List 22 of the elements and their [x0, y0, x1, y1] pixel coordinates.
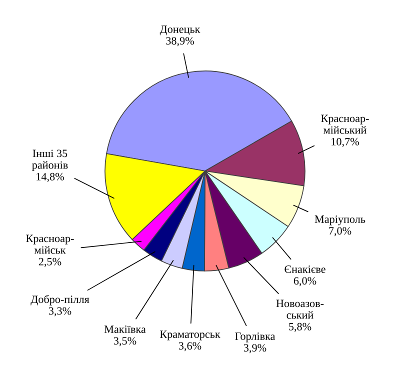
- slice-label: Новоазов- ський: [276, 300, 324, 319]
- slice-label: Красноар- мійський: [321, 114, 369, 134]
- data-label: 2,5%: [38, 258, 62, 267]
- slice-label: Донецьк: [160, 26, 200, 36]
- data-label: 5,8%: [289, 322, 312, 332]
- data-label: 3,3%: [48, 307, 72, 316]
- slice-label: Інші 35 районів: [32, 150, 68, 172]
- data-label: 38,9%: [166, 37, 194, 46]
- slice-label: Єнакієве: [284, 266, 326, 273]
- slice-label: Макіївка: [104, 326, 146, 333]
- slice-label: Краматорськ: [160, 330, 220, 340]
- data-label: 6,0%: [294, 277, 316, 286]
- slice-label: Красноар- мійськ: [26, 234, 74, 254]
- slice-label: Маріуполь: [314, 215, 366, 226]
- data-label: 3,5%: [114, 337, 136, 346]
- data-label: 10,7%: [332, 138, 359, 147]
- slice-label: Добро-пілля: [30, 295, 90, 306]
- data-label: 14,8%: [36, 172, 64, 182]
- data-label: 3,6%: [178, 342, 202, 352]
- data-label: 7,0%: [329, 227, 352, 236]
- data-label: 3,9%: [244, 344, 266, 354]
- slice-label: Горлівка: [235, 332, 276, 342]
